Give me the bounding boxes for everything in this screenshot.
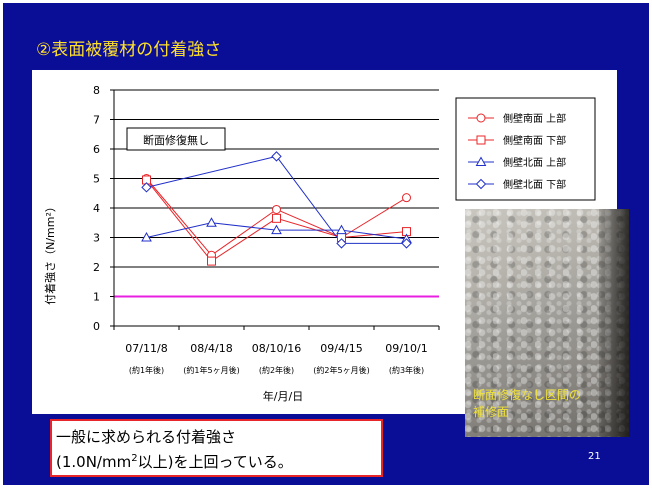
data-point-diamond [401,238,412,249]
y-tick-label: 6 [93,143,100,156]
x-tick-sublabel: (約3年後) [389,365,424,375]
note-line2-prefix: (1.0N/mm [56,453,132,471]
legend-label: 側壁南面 上部 [503,112,566,125]
y-tick-label: 3 [93,232,100,245]
photo-caption-line1: 断面修復なし区間の [473,388,582,402]
photo-shadow [599,209,629,437]
y-tick-label: 5 [93,173,100,186]
x-tick-label: 09/10/1 [385,342,427,355]
data-point-square [207,256,216,266]
x-tick-sublabel: (約1年5ヶ月後) [183,365,239,375]
data-point-triangle [206,217,217,227]
data-point-triangle [141,231,152,242]
x-tick-label: 07/11/8 [125,342,167,355]
x-tick-label: 08/4/18 [190,342,232,355]
x-tick-labels: 07/11/8 (約1年後) 08/4/18 (約1年5ヶ月後) 08/10/16 (約2… [125,342,427,375]
conclusion-note: 一般に求められる付着強さ (1.0N/mm2以上)を上回っている。 [50,419,383,477]
data-point-diamond [271,151,282,162]
note-line2-sup: 2 [131,453,138,464]
note-line2-suffix: 以上)を上回っている。 [137,453,293,471]
legend-label: 側壁北面 上部 [503,156,566,169]
data-point-triangle [336,224,347,235]
repair-surface-photo: 断面修復なし区間の 補修面 [465,209,629,437]
data-point-triangle [271,224,282,235]
note-line2: (1.0N/mm2以上)を上回っている。 [56,448,381,473]
annotation-text: 断面修復無し [143,133,209,147]
y-tick-label: 0 [93,320,100,333]
y-axis-label: 付着強さ（N/mm²） [43,201,57,305]
y-tick-label: 8 [93,84,100,97]
data-point-circle [402,193,411,203]
data-point-diamond [475,178,487,190]
page-number: 21 [588,451,601,462]
y-tick-labels: 0 1 2 3 4 5 6 7 8 [93,84,100,333]
x-tick-sublabel: (約2年後) [259,365,294,375]
legend-label: 側壁北面 下部 [503,178,566,191]
y-tick-label: 2 [93,261,100,274]
x-tick-sublabel: (約2年5ヶ月後) [313,365,369,375]
series-line [146,155,407,244]
x-tick-sublabel: (約1年後) [129,365,164,375]
x-tick-label: 09/4/15 [320,342,362,355]
data-point-square [272,213,281,223]
data-point-circle [272,204,281,214]
data-point-diamond [336,238,347,249]
photo-caption: 断面修復なし区間の 補修面 [473,387,581,421]
series-markers [141,151,412,266]
y-tick-label: 4 [93,202,100,215]
annotation-box: 断面修復無し [126,127,226,151]
slide-title: ②表面被覆材の付着強さ [36,40,222,60]
note-line1: 一般に求められる付着強さ [56,428,237,446]
chart-axes [110,89,440,330]
x-axis-label: 年/月/日 [263,389,303,403]
data-point-square [476,135,486,145]
legend-label: 側壁南面 下部 [503,134,566,147]
data-point-triangle [475,156,487,166]
data-point-circle [476,113,486,123]
y-tick-label: 1 [93,291,100,304]
photo-caption-line2: 補修面 [473,405,510,419]
data-point-diamond [141,182,152,193]
chart-grid [114,89,439,297]
y-tick-label: 7 [93,114,100,127]
x-tick-label: 08/10/16 [252,342,301,355]
